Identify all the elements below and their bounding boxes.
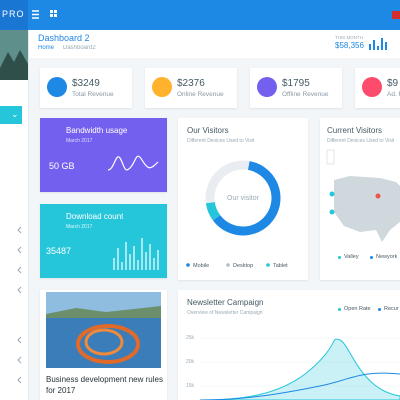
legend-label: Newyork [376, 254, 398, 260]
current-visitors-title: Current Visitors [327, 126, 382, 135]
legend-dot [378, 308, 381, 311]
download-title: Download count [66, 212, 124, 221]
stat-card: $3249 Total Revenue [40, 68, 132, 108]
blog-card[interactable]: Business development new rules for 2017 [40, 290, 167, 400]
blog-title: Business development new rules for 2017 [46, 375, 163, 395]
month-value: $58,356 [335, 41, 364, 50]
newsletter-title: Newsletter Campaign [187, 298, 264, 307]
profile-image [0, 30, 28, 80]
legend-label: Tablet [273, 263, 288, 269]
newsletter-subtitle: Overview of Newsletter Campaign [187, 310, 263, 316]
donut-segment [205, 160, 250, 204]
stat-value: $3249 [72, 78, 100, 89]
stat-value: $9 [387, 78, 399, 89]
bandwidth-value: 50 GB [49, 161, 75, 171]
bandwidth-title: Bandwidth usage [66, 126, 128, 135]
y-tick-label: 15k [186, 383, 195, 389]
current-visitors-subtitle: Different Devices Used to Visit [327, 138, 395, 144]
legend-dot [338, 308, 341, 311]
month-label: THIS MONTH [335, 35, 363, 40]
page-title: Dashboard 2 [38, 33, 90, 43]
us-map [326, 149, 400, 242]
stat-label: Online Revenue [177, 91, 224, 98]
legend-dot [186, 263, 190, 267]
stat-card: $2376 Online Revenue [145, 68, 237, 108]
active-menu[interactable]: ⌄ [0, 106, 22, 124]
stat-label: Total Revenue [72, 91, 114, 98]
legend-label: Valley [344, 254, 359, 260]
breadcrumb-current: Dashboard2 [63, 45, 96, 51]
sidebar: ⌄ [0, 30, 29, 400]
stat-icon [47, 77, 67, 97]
stat-icon [257, 77, 277, 97]
top-icons[interactable] [32, 9, 62, 21]
current-visitors-card: Current Visitors Different Devices Used … [320, 118, 400, 280]
stat-icon [152, 77, 172, 97]
visitors-card: Our Visitors Different Devices Used to V… [178, 118, 308, 280]
stat-icon [362, 77, 382, 97]
visitors-subtitle: Different Devices Used to Visit [187, 138, 255, 144]
blog-image [46, 292, 161, 368]
y-tick-label: 20k [186, 359, 195, 365]
month-bars [369, 38, 387, 50]
page-header: Dashboard 2 Home Dashboard2 THIS MONTH $… [29, 30, 400, 58]
legend-label: Desktop [233, 263, 253, 269]
newsletter-card: Newsletter Campaign Overview of Newslett… [178, 290, 400, 400]
brand-area: PRO [0, 0, 28, 30]
stat-card: $9 Ad. R [355, 68, 400, 108]
download-value: 35487 [46, 246, 72, 256]
bandwidth-sparkline [107, 155, 159, 171]
donut-chart: Our visitor Mobile Desktop Tablet [186, 160, 288, 269]
flag[interactable] [392, 11, 400, 19]
brand: PRO [2, 9, 25, 19]
bandwidth-date: March 2017 [66, 138, 93, 144]
bandwidth-card: Bandwidth usage March 2017 50 GB [40, 118, 167, 192]
legend-dot [370, 256, 373, 259]
stat-label: Ad. R [387, 91, 400, 98]
legend-label: Recur [384, 306, 399, 312]
stat-card: $1795 Offline Revenue [250, 68, 342, 108]
download-bars [113, 238, 159, 270]
y-tick-label: 25k [186, 335, 195, 341]
legend-dot [226, 263, 230, 267]
legend-label: Open Rate [344, 306, 371, 312]
legend-dot [266, 263, 270, 267]
stat-value: $2376 [177, 78, 205, 89]
visitors-title: Our Visitors [187, 126, 229, 135]
download-date: March 2017 [66, 224, 93, 230]
topbar: PRO [0, 0, 400, 30]
stat-value: $1795 [282, 78, 310, 89]
download-card: Download count March 2017 35487 [40, 204, 167, 278]
donut-segment [205, 201, 221, 221]
donut-center-label: Our visitor [227, 195, 260, 202]
newsletter-chart [200, 337, 400, 400]
stat-label: Offline Revenue [282, 91, 329, 98]
legend-label: Mobile [193, 263, 209, 269]
donut-segment [212, 161, 281, 236]
legend-dot [338, 256, 341, 259]
menu-arrows[interactable] [4, 220, 26, 400]
breadcrumb-home[interactable]: Home [38, 45, 55, 51]
